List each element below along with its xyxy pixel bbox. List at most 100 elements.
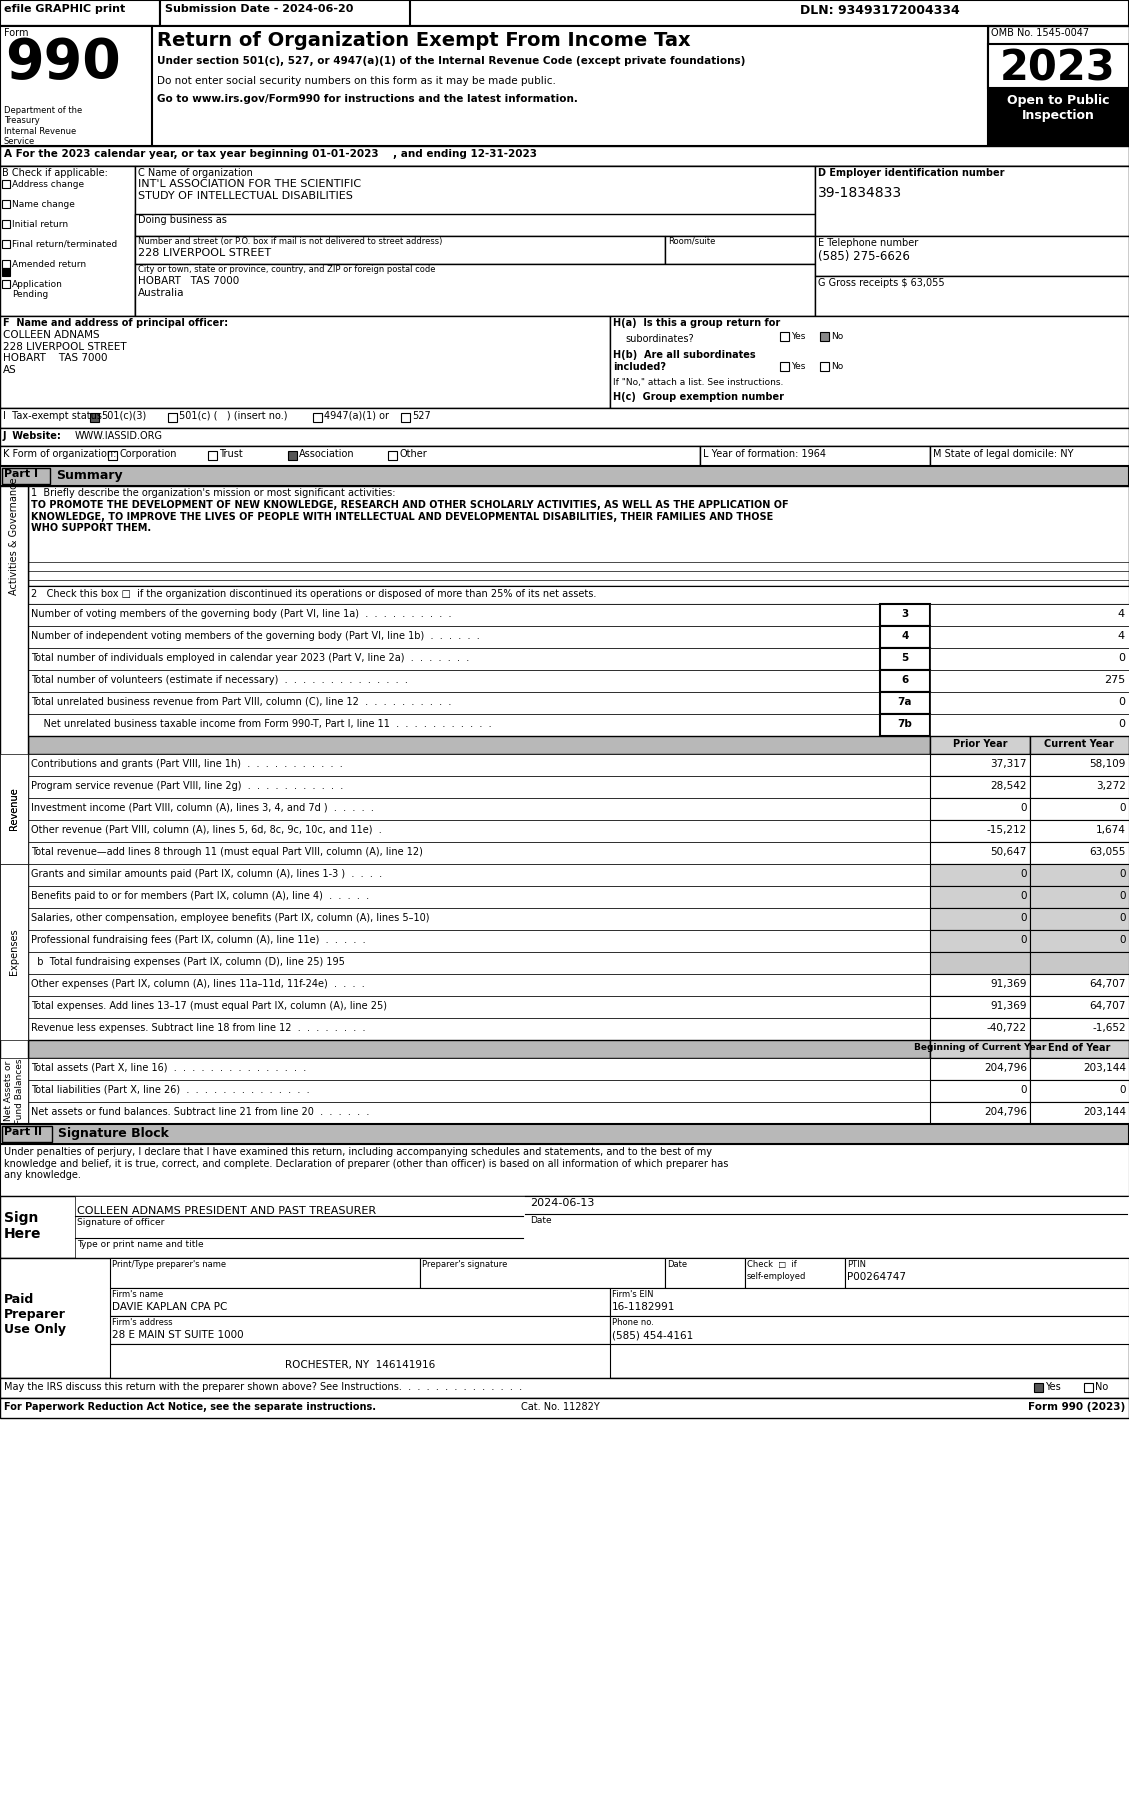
Text: No: No bbox=[1095, 1382, 1109, 1392]
Text: Firm's name: Firm's name bbox=[112, 1290, 164, 1299]
Text: Number of independent voting members of the governing body (Part VI, line 1b)  .: Number of independent voting members of … bbox=[30, 631, 480, 640]
Bar bbox=[930, 1019, 1030, 1040]
Text: 0: 0 bbox=[1021, 913, 1027, 922]
Text: Firm's address: Firm's address bbox=[112, 1319, 173, 1328]
Text: Total expenses. Add lines 13–17 (must equal Part IX, column (A), line 25): Total expenses. Add lines 13–17 (must eq… bbox=[30, 1000, 387, 1011]
Text: 7b: 7b bbox=[898, 719, 912, 729]
Text: 0: 0 bbox=[1118, 719, 1124, 729]
Text: 39-1834833: 39-1834833 bbox=[819, 186, 902, 200]
Bar bbox=[930, 691, 1129, 715]
Bar bbox=[0, 1379, 1129, 1399]
Bar bbox=[1030, 820, 1129, 842]
Bar bbox=[388, 451, 397, 460]
Bar bbox=[0, 755, 28, 864]
Text: Benefits paid to or for members (Part IX, column (A), line 4)  .  .  .  .  .: Benefits paid to or for members (Part IX… bbox=[30, 891, 369, 900]
Bar bbox=[28, 799, 930, 820]
Bar bbox=[610, 317, 1129, 407]
Text: 228 LIVERPOOL STREET: 228 LIVERPOOL STREET bbox=[138, 247, 271, 258]
Bar bbox=[110, 1259, 420, 1288]
Bar bbox=[28, 1102, 930, 1124]
Bar bbox=[665, 1259, 745, 1288]
Bar bbox=[0, 146, 1129, 166]
Bar bbox=[815, 166, 1129, 236]
Bar bbox=[745, 1259, 844, 1288]
Bar bbox=[879, 648, 930, 669]
Bar bbox=[2, 467, 50, 484]
Text: 0: 0 bbox=[1120, 1084, 1126, 1095]
Bar bbox=[988, 25, 1129, 146]
Bar bbox=[28, 648, 879, 669]
Bar bbox=[0, 1197, 1129, 1259]
Bar bbox=[1030, 951, 1129, 973]
Text: 64,707: 64,707 bbox=[1089, 979, 1126, 990]
Bar bbox=[1030, 886, 1129, 908]
Bar bbox=[2, 280, 10, 287]
Bar bbox=[0, 166, 135, 317]
Bar bbox=[988, 44, 1129, 87]
Bar bbox=[930, 1080, 1030, 1102]
Text: 0: 0 bbox=[1021, 891, 1027, 900]
Text: Initial return: Initial return bbox=[12, 220, 68, 229]
Text: Other: Other bbox=[399, 449, 427, 458]
Bar bbox=[0, 1059, 28, 1124]
Text: Date: Date bbox=[530, 1215, 552, 1224]
Bar bbox=[930, 820, 1030, 842]
Text: 4: 4 bbox=[1118, 631, 1124, 640]
Text: Name change: Name change bbox=[12, 200, 75, 209]
Bar bbox=[135, 264, 815, 317]
Bar bbox=[610, 1288, 1129, 1315]
Bar bbox=[0, 407, 1129, 427]
Bar bbox=[1030, 1080, 1129, 1102]
Bar bbox=[0, 427, 1129, 446]
Text: Total assets (Part X, line 16)  .  .  .  .  .  .  .  .  .  .  .  .  .  .  .: Total assets (Part X, line 16) . . . . .… bbox=[30, 1062, 306, 1073]
Text: Revenue: Revenue bbox=[9, 788, 19, 831]
Text: Yes: Yes bbox=[791, 333, 805, 340]
Text: 0: 0 bbox=[1021, 1084, 1027, 1095]
Bar bbox=[0, 317, 610, 407]
Bar bbox=[1030, 1019, 1129, 1040]
Text: 204,796: 204,796 bbox=[984, 1062, 1027, 1073]
Bar bbox=[2, 260, 10, 267]
Text: Grants and similar amounts paid (Part IX, column (A), lines 1-3 )  .  .  .  .: Grants and similar amounts paid (Part IX… bbox=[30, 869, 382, 879]
Text: H(a)  Is this a group return for: H(a) Is this a group return for bbox=[613, 318, 780, 327]
Bar bbox=[930, 1102, 1030, 1124]
Text: Beginning of Current Year: Beginning of Current Year bbox=[913, 1042, 1047, 1051]
Text: Amended return: Amended return bbox=[12, 260, 86, 269]
Text: Firm's EIN: Firm's EIN bbox=[612, 1290, 654, 1299]
Bar bbox=[1030, 930, 1129, 951]
Text: TO PROMOTE THE DEVELOPMENT OF NEW KNOWLEDGE, RESEARCH AND OTHER SCHOLARLY ACTIVI: TO PROMOTE THE DEVELOPMENT OF NEW KNOWLE… bbox=[30, 500, 789, 533]
Text: self-employed: self-employed bbox=[747, 1271, 806, 1281]
Text: Doing business as: Doing business as bbox=[138, 215, 227, 226]
Bar bbox=[0, 1399, 1129, 1419]
Bar bbox=[0, 1144, 1129, 1197]
Text: End of Year: End of Year bbox=[1048, 1042, 1110, 1053]
Bar bbox=[2, 240, 10, 247]
Text: Date: Date bbox=[667, 1261, 688, 1270]
Bar bbox=[930, 886, 1030, 908]
Bar bbox=[930, 737, 1030, 755]
Text: I  Tax-exempt status:: I Tax-exempt status: bbox=[3, 411, 105, 420]
Text: Phone no.: Phone no. bbox=[612, 1319, 654, 1328]
Bar bbox=[780, 333, 789, 340]
Bar bbox=[28, 669, 879, 691]
Text: 0: 0 bbox=[1021, 869, 1027, 879]
Text: Signature Block: Signature Block bbox=[58, 1128, 169, 1141]
Bar bbox=[28, 626, 879, 648]
Text: Yes: Yes bbox=[791, 362, 805, 371]
Text: B Check if applicable:: B Check if applicable: bbox=[2, 167, 108, 178]
Bar bbox=[28, 1080, 930, 1102]
Bar bbox=[313, 413, 322, 422]
Text: H(c)  Group exemption number: H(c) Group exemption number bbox=[613, 393, 784, 402]
Bar bbox=[135, 236, 665, 264]
Text: Part I: Part I bbox=[5, 469, 38, 478]
Bar bbox=[820, 333, 829, 340]
Text: -15,212: -15,212 bbox=[987, 826, 1027, 835]
Text: Cat. No. 11282Y: Cat. No. 11282Y bbox=[520, 1402, 599, 1412]
Text: J  Website:: J Website: bbox=[3, 431, 62, 440]
Bar bbox=[1030, 755, 1129, 777]
Text: 4: 4 bbox=[1118, 609, 1124, 618]
Text: Prior Year: Prior Year bbox=[953, 739, 1007, 749]
Bar bbox=[28, 842, 930, 864]
Text: COLLEEN ADNAMS PRESIDENT AND PAST TREASURER: COLLEEN ADNAMS PRESIDENT AND PAST TREASU… bbox=[77, 1206, 376, 1215]
Bar bbox=[110, 1344, 610, 1379]
